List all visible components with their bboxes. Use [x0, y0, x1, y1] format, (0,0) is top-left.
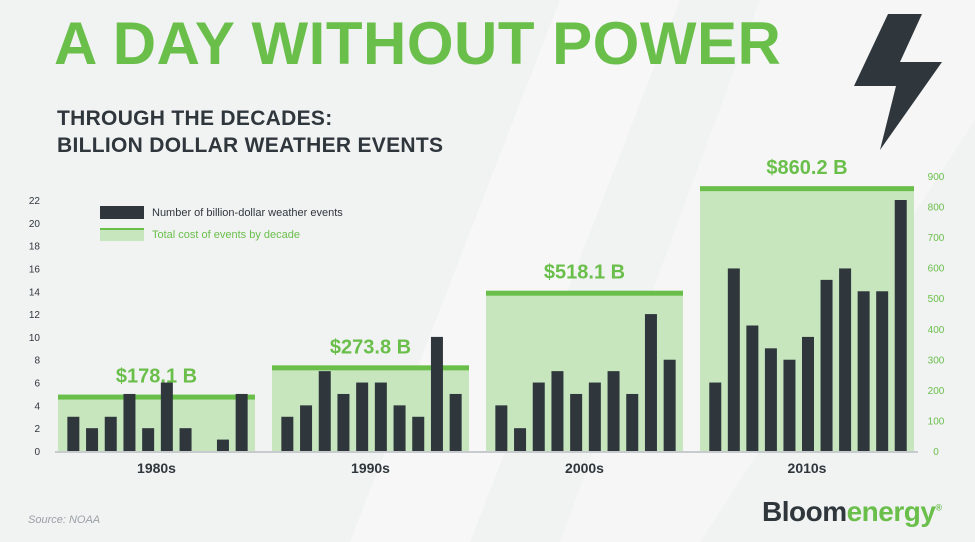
cost-line-2000s	[486, 290, 683, 296]
event-bar	[727, 268, 740, 451]
category-label: 1990s	[351, 460, 390, 476]
event-bar	[783, 359, 796, 451]
cost-line-1980s	[58, 394, 255, 400]
event-bar	[626, 393, 639, 451]
bloomenergy-logo: Bloomenergy®	[762, 498, 942, 526]
right-tick-label: 400	[928, 325, 945, 336]
cost-line-1990s	[272, 365, 469, 371]
event-bar	[894, 200, 907, 451]
left-tick-label: 4	[34, 401, 40, 412]
left-tick-label: 16	[29, 264, 41, 275]
logo-bloom: Bloom	[762, 496, 847, 527]
category-label: 1980s	[137, 460, 176, 476]
event-bar	[318, 371, 331, 451]
event-bar	[216, 439, 229, 451]
logo-energy: energy	[846, 496, 936, 527]
subtitle-line-1: THROUGH THE DECADES:	[57, 107, 333, 130]
event-bar	[764, 348, 777, 451]
legend-swatch-cost	[100, 228, 144, 241]
event-bar	[802, 336, 814, 451]
left-tick-label: 14	[29, 287, 41, 298]
event-bar	[839, 268, 852, 451]
event-bar	[337, 393, 350, 451]
legend-label-cost: Total cost of events by decade	[152, 229, 300, 241]
event-bar	[820, 279, 833, 451]
logo-registered-mark: ®	[935, 502, 942, 513]
event-bar	[179, 428, 192, 451]
event-bar	[160, 382, 173, 451]
left-tick-label: 12	[29, 310, 41, 321]
cost-label: $860.2 B	[766, 157, 847, 179]
event-bar	[281, 416, 294, 451]
event-bar	[374, 382, 387, 451]
legend-label-events: Number of billion-dollar weather events	[152, 207, 343, 219]
right-tick-label: 600	[928, 264, 945, 275]
left-tick-label: 18	[29, 242, 41, 253]
left-tick-label: 10	[29, 333, 41, 344]
cost-label: $273.8 B	[330, 336, 411, 358]
event-bar	[123, 393, 136, 451]
left-tick-label: 8	[34, 356, 40, 367]
cost-label: $178.1 B	[116, 366, 197, 388]
left-tick-label: 0	[34, 447, 40, 458]
event-bar	[532, 382, 545, 451]
cost-label: $518.1 B	[544, 262, 625, 284]
event-bar	[393, 405, 406, 451]
event-bar	[300, 405, 313, 451]
left-tick-label: 2	[34, 424, 40, 435]
subtitle-line-2: BILLION DOLLAR WEATHER EVENTS	[57, 134, 444, 157]
event-bar	[430, 336, 443, 451]
event-bar	[644, 314, 657, 451]
event-bar	[607, 371, 620, 451]
legend-swatch-cost-line	[100, 228, 144, 230]
cost-line-2010s	[700, 186, 914, 192]
x-axis-line	[55, 451, 918, 453]
right-tick-label: 100	[928, 416, 945, 427]
legend-swatch-events	[100, 206, 144, 219]
lightning-bolt-icon	[854, 14, 942, 150]
right-tick-label: 700	[928, 233, 945, 244]
event-bar	[86, 428, 99, 451]
event-bar	[356, 382, 369, 451]
right-tick-label: 800	[928, 203, 945, 214]
event-bar	[412, 416, 425, 451]
event-bar	[588, 382, 601, 451]
category-label: 2010s	[788, 460, 827, 476]
page-title: A DAY WITHOUT POWER	[54, 10, 782, 77]
event-bar	[235, 393, 248, 451]
event-bar	[142, 428, 155, 451]
left-tick-label: 20	[29, 219, 41, 230]
right-tick-label: 900	[928, 172, 945, 183]
event-bar	[663, 359, 676, 451]
right-tick-label: 0	[933, 447, 939, 458]
left-tick-label: 22	[29, 196, 41, 207]
right-tick-label: 500	[928, 294, 945, 305]
right-tick-label: 200	[928, 386, 945, 397]
event-bar	[67, 416, 80, 451]
event-bar	[495, 405, 508, 451]
event-bar	[104, 416, 117, 451]
event-bar	[746, 325, 759, 451]
event-bar	[857, 291, 870, 451]
event-bar	[551, 371, 564, 451]
category-label: 2000s	[565, 460, 604, 476]
source-note: Source: NOAA	[28, 514, 101, 526]
left-tick-label: 6	[34, 379, 40, 390]
event-bar	[709, 382, 722, 451]
event-bar	[876, 291, 889, 451]
event-bar	[449, 393, 462, 451]
event-bar	[514, 428, 527, 451]
right-tick-label: 300	[928, 355, 945, 366]
event-bar	[570, 393, 583, 451]
